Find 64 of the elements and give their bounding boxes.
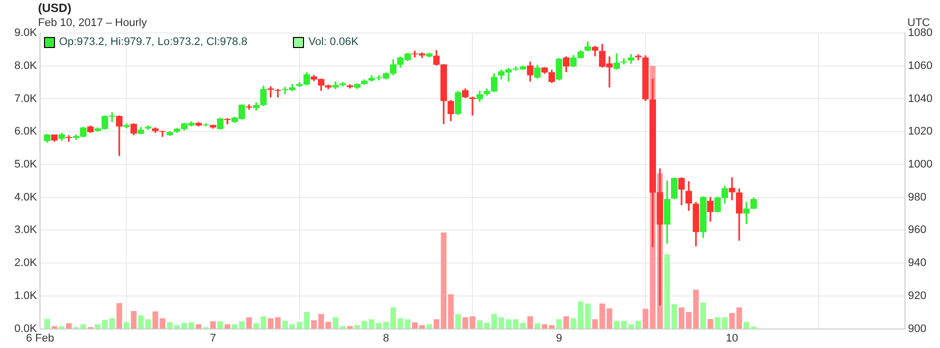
y2-tick-label: 1040: [908, 92, 932, 105]
bar: [109, 318, 115, 329]
candlestick: [224, 118, 231, 124]
bar: [708, 318, 714, 329]
candlestick: [123, 123, 130, 128]
bar: [66, 323, 72, 329]
legend-label: Vol: 0.06K: [308, 36, 359, 48]
y2-tick-label: 1000: [908, 158, 932, 170]
y-tick-label: 8.0K: [14, 60, 38, 72]
bar: [563, 316, 570, 329]
y2-tick-label: 960: [908, 224, 926, 236]
bar: [556, 319, 562, 329]
bar: [404, 319, 410, 329]
y2-tick-label: 900: [908, 322, 926, 335]
x-tick-label: 8: [382, 332, 390, 344]
candlestick: [246, 104, 252, 110]
y-tick-label: 3.0K: [14, 224, 38, 236]
y-tick-label: 9.0K: [14, 27, 38, 40]
y-tick-label: 0.0K: [14, 322, 38, 335]
y2-tick-label: 1020: [908, 126, 932, 138]
y2-tick-label: 1080: [908, 27, 932, 40]
bar: [145, 319, 151, 329]
x-tick-label: 9: [556, 332, 562, 344]
bar: [534, 323, 540, 329]
bar: [124, 322, 130, 329]
bar: [347, 326, 353, 329]
y-tick-label: 6.0K: [14, 126, 38, 138]
bar: [527, 316, 533, 329]
bar: [426, 324, 432, 329]
candlestick: [66, 135, 72, 142]
bar: [116, 303, 122, 329]
candlestick: [267, 86, 274, 98]
bar: [44, 318, 50, 329]
text: UTC: [907, 17, 930, 29]
bar: [58, 326, 64, 329]
bar: [311, 320, 317, 329]
bar: [138, 315, 144, 329]
bar: [455, 314, 461, 329]
y-tick-label: 7.0K: [14, 92, 38, 105]
x-tick-label: 10: [726, 332, 738, 344]
bar: [246, 317, 252, 329]
bar: [744, 322, 750, 329]
y-tick-label: 1.0K: [14, 290, 38, 302]
legend-label: Op:973.2, Hi:979.7, Lo:973.2, Cl:978.8: [59, 36, 248, 48]
y2-tick-label: 940: [908, 257, 926, 270]
bar: [130, 311, 137, 329]
x-tick-label: 6 Feb: [26, 332, 54, 344]
bar: [52, 326, 58, 329]
x-tick-label: 7: [210, 332, 216, 344]
y2-tick-label: 980: [908, 191, 926, 204]
bar: [700, 302, 706, 329]
chart-subtitle: Feb 10, 2017 – Hourly: [38, 17, 147, 29]
y2-tick-label: 920: [908, 290, 926, 302]
y-tick-label: 4.0K: [14, 191, 38, 204]
bar: [196, 324, 202, 329]
bar: [570, 318, 576, 329]
y-tick-label: 2.0K: [14, 257, 38, 270]
candlestick: [634, 54, 642, 60]
chart-title: (USD): [38, 1, 72, 15]
bar: [217, 321, 224, 329]
bar: [224, 324, 230, 329]
bar: [210, 321, 216, 329]
y-tick-label: 5.0K: [14, 158, 38, 170]
y2-tick-label: 1060: [908, 60, 932, 72]
